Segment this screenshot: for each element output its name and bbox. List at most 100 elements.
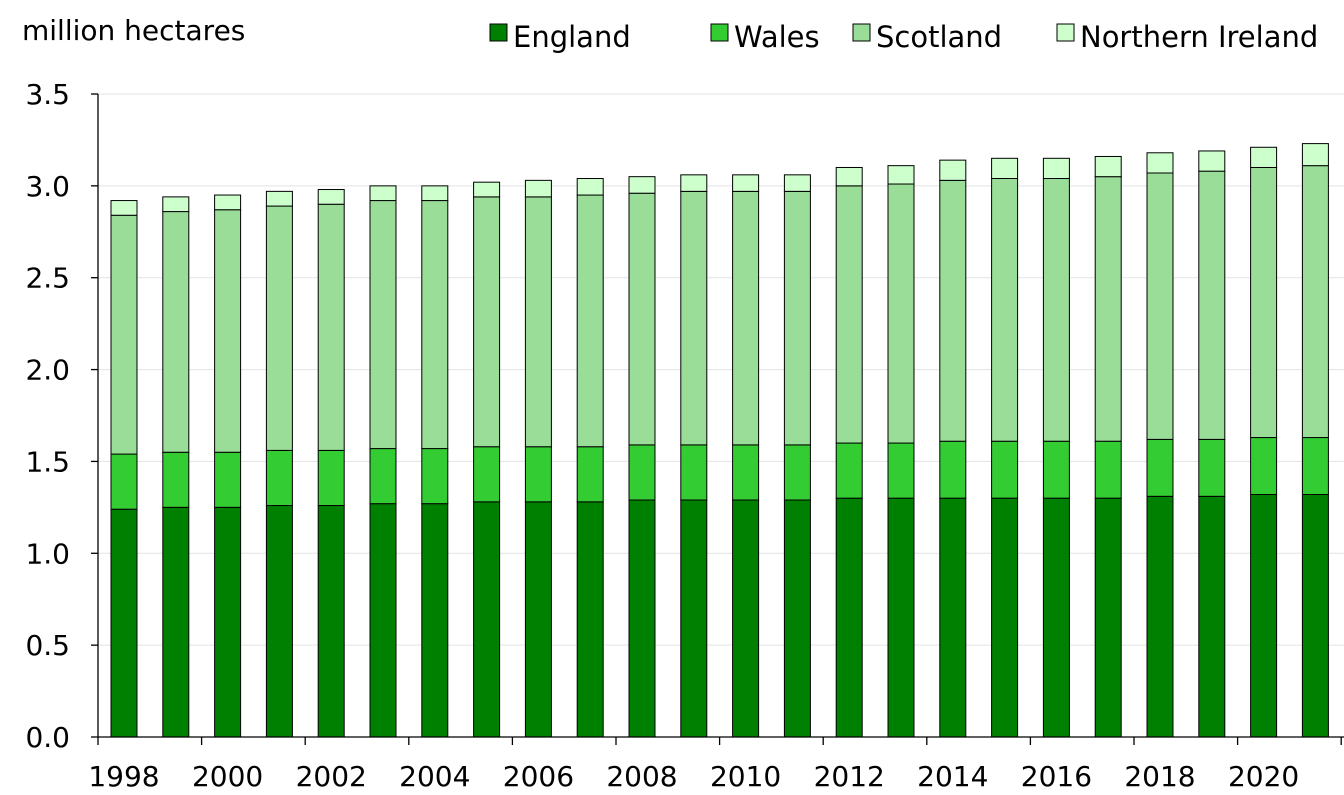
bar-segment-northern-ireland-2004 <box>421 185 449 202</box>
bar-segment-scotland-2011 <box>783 190 811 446</box>
bar-segment-wales-2007 <box>576 446 604 503</box>
bar-segment-northern-ireland-2020 <box>1250 146 1278 168</box>
bar-segment-england-2000 <box>214 506 242 738</box>
bar-segment-northern-ireland-2021 <box>1301 143 1329 167</box>
bar-stack-2008 <box>628 176 656 738</box>
bar-segment-wales-2009 <box>680 444 708 501</box>
bar-segment-northern-ireland-2003 <box>369 185 397 202</box>
bar-segment-northern-ireland-1998 <box>110 200 138 216</box>
bar-stack-1999 <box>162 196 190 738</box>
bar-stack-2003 <box>369 185 397 738</box>
legend: England Wales Scotland Northern Ireland <box>489 20 1318 54</box>
bar-segment-scotland-1999 <box>162 211 190 453</box>
x-tick-label: 2010 <box>710 760 781 791</box>
legend-item-wales: Wales <box>710 20 820 54</box>
bar-segment-england-2017 <box>1094 497 1122 738</box>
gridlines <box>98 93 1344 646</box>
bar-segment-wales-2020 <box>1250 437 1278 495</box>
bar-segment-england-2016 <box>1042 497 1070 738</box>
bar-segment-scotland-1998 <box>110 214 138 455</box>
bar-segment-wales-2021 <box>1301 437 1329 495</box>
bar-segment-wales-2017 <box>1094 440 1122 499</box>
bar-segment-northern-ireland-2016 <box>1042 157 1070 180</box>
x-tick-label: 2012 <box>814 760 885 791</box>
bar-segment-northern-ireland-2007 <box>576 178 604 196</box>
bar-stack-2017 <box>1094 155 1122 738</box>
x-tick-labels: 1998 2000 2002 2004 2006 2008 2010 2012 2014 2016… <box>88 760 1299 793</box>
bar-segment-northern-ireland-2010 <box>732 174 760 192</box>
bar-segment-northern-ireland-2011 <box>783 174 811 192</box>
bar-segment-northern-ireland-2006 <box>524 179 552 198</box>
bar-stack-2012 <box>835 166 863 738</box>
bar-segment-scotland-2015 <box>991 178 1019 442</box>
bar-stack-2006 <box>524 179 552 738</box>
bar-segment-wales-2019 <box>1198 438 1226 497</box>
bar-segment-scotland-2006 <box>524 196 552 448</box>
bar-segment-england-2010 <box>732 499 760 738</box>
bars <box>110 143 1329 738</box>
bar-segment-northern-ireland-2018 <box>1146 152 1174 174</box>
legend-label-scotland: Scotland <box>876 20 1002 54</box>
bar-stack-2011 <box>783 174 811 738</box>
legend-item-england: England <box>489 20 631 54</box>
bar-segment-northern-ireland-2009 <box>680 174 708 192</box>
bar-segment-england-2020 <box>1250 493 1278 738</box>
bar-segment-england-2008 <box>628 499 656 738</box>
bar-segment-northern-ireland-2005 <box>473 181 501 198</box>
legend-label-northern-ireland: Northern Ireland <box>1080 20 1318 54</box>
bar-stack-2013 <box>887 165 915 738</box>
bar-segment-england-2005 <box>473 501 501 738</box>
bar-segment-scotland-2017 <box>1094 176 1122 442</box>
bar-segment-northern-ireland-2019 <box>1198 150 1226 172</box>
bar-segment-northern-ireland-2013 <box>887 165 915 185</box>
x-tick-label: 2008 <box>606 760 677 791</box>
bar-segment-england-2018 <box>1146 495 1174 738</box>
bar-segment-wales-1999 <box>162 451 190 508</box>
legend-label-wales: Wales <box>734 20 820 54</box>
bar-segment-northern-ireland-2012 <box>835 166 863 187</box>
x-tick-label: 2006 <box>503 760 574 791</box>
bar-segment-england-2011 <box>783 499 811 738</box>
bar-segment-wales-2002 <box>317 449 345 507</box>
bar-segment-wales-2000 <box>214 451 242 508</box>
bar-segment-england-2019 <box>1198 495 1226 738</box>
legend-item-scotland: Scotland <box>852 20 1002 54</box>
bar-segment-scotland-2009 <box>680 190 708 446</box>
y-tick-label: 1.0 <box>25 537 70 570</box>
bar-segment-scotland-2014 <box>939 179 967 442</box>
bar-segment-scotland-2005 <box>473 196 501 448</box>
bar-segment-scotland-2003 <box>369 200 397 450</box>
legend-swatch-england <box>489 23 508 42</box>
x-tick-label: 2020 <box>1228 760 1299 791</box>
bar-segment-wales-2012 <box>835 442 863 499</box>
bar-segment-scotland-2013 <box>887 183 915 444</box>
bar-segment-scotland-2019 <box>1198 170 1226 440</box>
bar-segment-wales-2013 <box>887 442 915 499</box>
bar-stack-2016 <box>1042 157 1070 738</box>
bar-segment-scotland-2010 <box>732 190 760 446</box>
x-tick-label: 1998 <box>88 760 159 791</box>
bar-segment-scotland-2012 <box>835 185 863 444</box>
bar-segment-wales-1998 <box>110 453 138 510</box>
bar-segment-england-2015 <box>991 497 1019 738</box>
bar-stack-2020 <box>1250 146 1278 738</box>
bar-segment-wales-2015 <box>991 440 1019 499</box>
bar-segment-england-2007 <box>576 501 604 738</box>
y-tick-label: 0.5 <box>25 629 70 662</box>
bar-segment-england-2002 <box>317 505 345 738</box>
bar-segment-northern-ireland-2008 <box>628 176 656 194</box>
bar-segment-england-2001 <box>265 505 293 738</box>
bar-segment-wales-2003 <box>369 448 397 505</box>
bar-segment-northern-ireland-2002 <box>317 189 345 205</box>
bar-segment-wales-2006 <box>524 446 552 503</box>
bar-stack-2002 <box>317 189 345 738</box>
bar-stack-2004 <box>421 185 449 738</box>
bar-segment-wales-2004 <box>421 448 449 505</box>
bar-segment-wales-2008 <box>628 444 656 501</box>
bar-segment-scotland-2018 <box>1146 172 1174 440</box>
bar-stack-2009 <box>680 174 708 738</box>
bar-stack-2018 <box>1146 152 1174 738</box>
bar-segment-northern-ireland-2000 <box>214 194 242 211</box>
